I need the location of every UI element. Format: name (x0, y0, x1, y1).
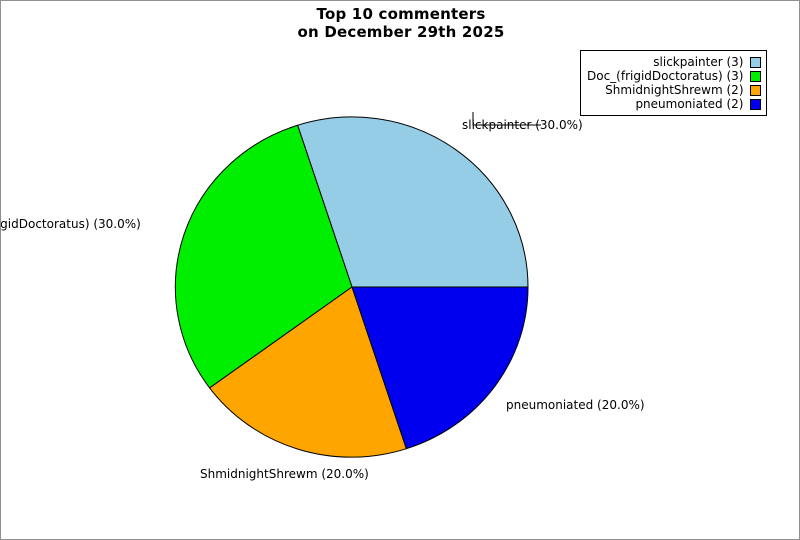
pie-slice-shmidnightshrewm[interactable] (208, 286, 408, 458)
legend-item-label: Doc_(frigidDoctoratus) (3) (587, 69, 744, 83)
pie-slice-doc-frigiddoctoratus[interactable] (174, 124, 353, 389)
legend: slickpainter (3) Doc_(frigidDoctoratus) … (580, 50, 767, 116)
legend-item-pneumoniated[interactable]: pneumoniated (2) (587, 97, 761, 111)
pie-label-pneumoniated: pneumoniated (20.0%) (506, 398, 645, 412)
pie-label-slickpainter: slickpainter (30.0%) (462, 118, 583, 132)
legend-swatch-icon (749, 70, 761, 82)
legend-swatch-icon (749, 84, 761, 96)
legend-item-label: slickpainter (3) (653, 55, 744, 69)
pie-slice-slickpainter[interactable] (296, 116, 529, 288)
page-title: Top 10 commenters on December 29th 2025 (297, 5, 505, 41)
legend-item-label: ShmidnightShrewm (2) (605, 83, 744, 97)
pie-label-doc-frigiddoctoratus: _(frigidDoctoratus) (30.0%) (0, 217, 141, 231)
pie-slice-pneumoniated[interactable] (351, 286, 529, 450)
legend-item-shmidnightshrewm[interactable]: ShmidnightShrewm (2) (587, 83, 761, 97)
pie-label-shmidnightshrewm: ShmidnightShrewm (20.0%) (200, 467, 369, 481)
legend-item-doc-frigiddoctoratus[interactable]: Doc_(frigidDoctoratus) (3) (587, 69, 761, 83)
legend-item-label: pneumoniated (2) (635, 97, 744, 111)
legend-swatch-icon (749, 98, 761, 110)
legend-swatch-icon (749, 56, 761, 68)
legend-item-slickpainter[interactable]: slickpainter (3) (587, 55, 761, 69)
slickpainter-leader-line (472, 112, 541, 126)
